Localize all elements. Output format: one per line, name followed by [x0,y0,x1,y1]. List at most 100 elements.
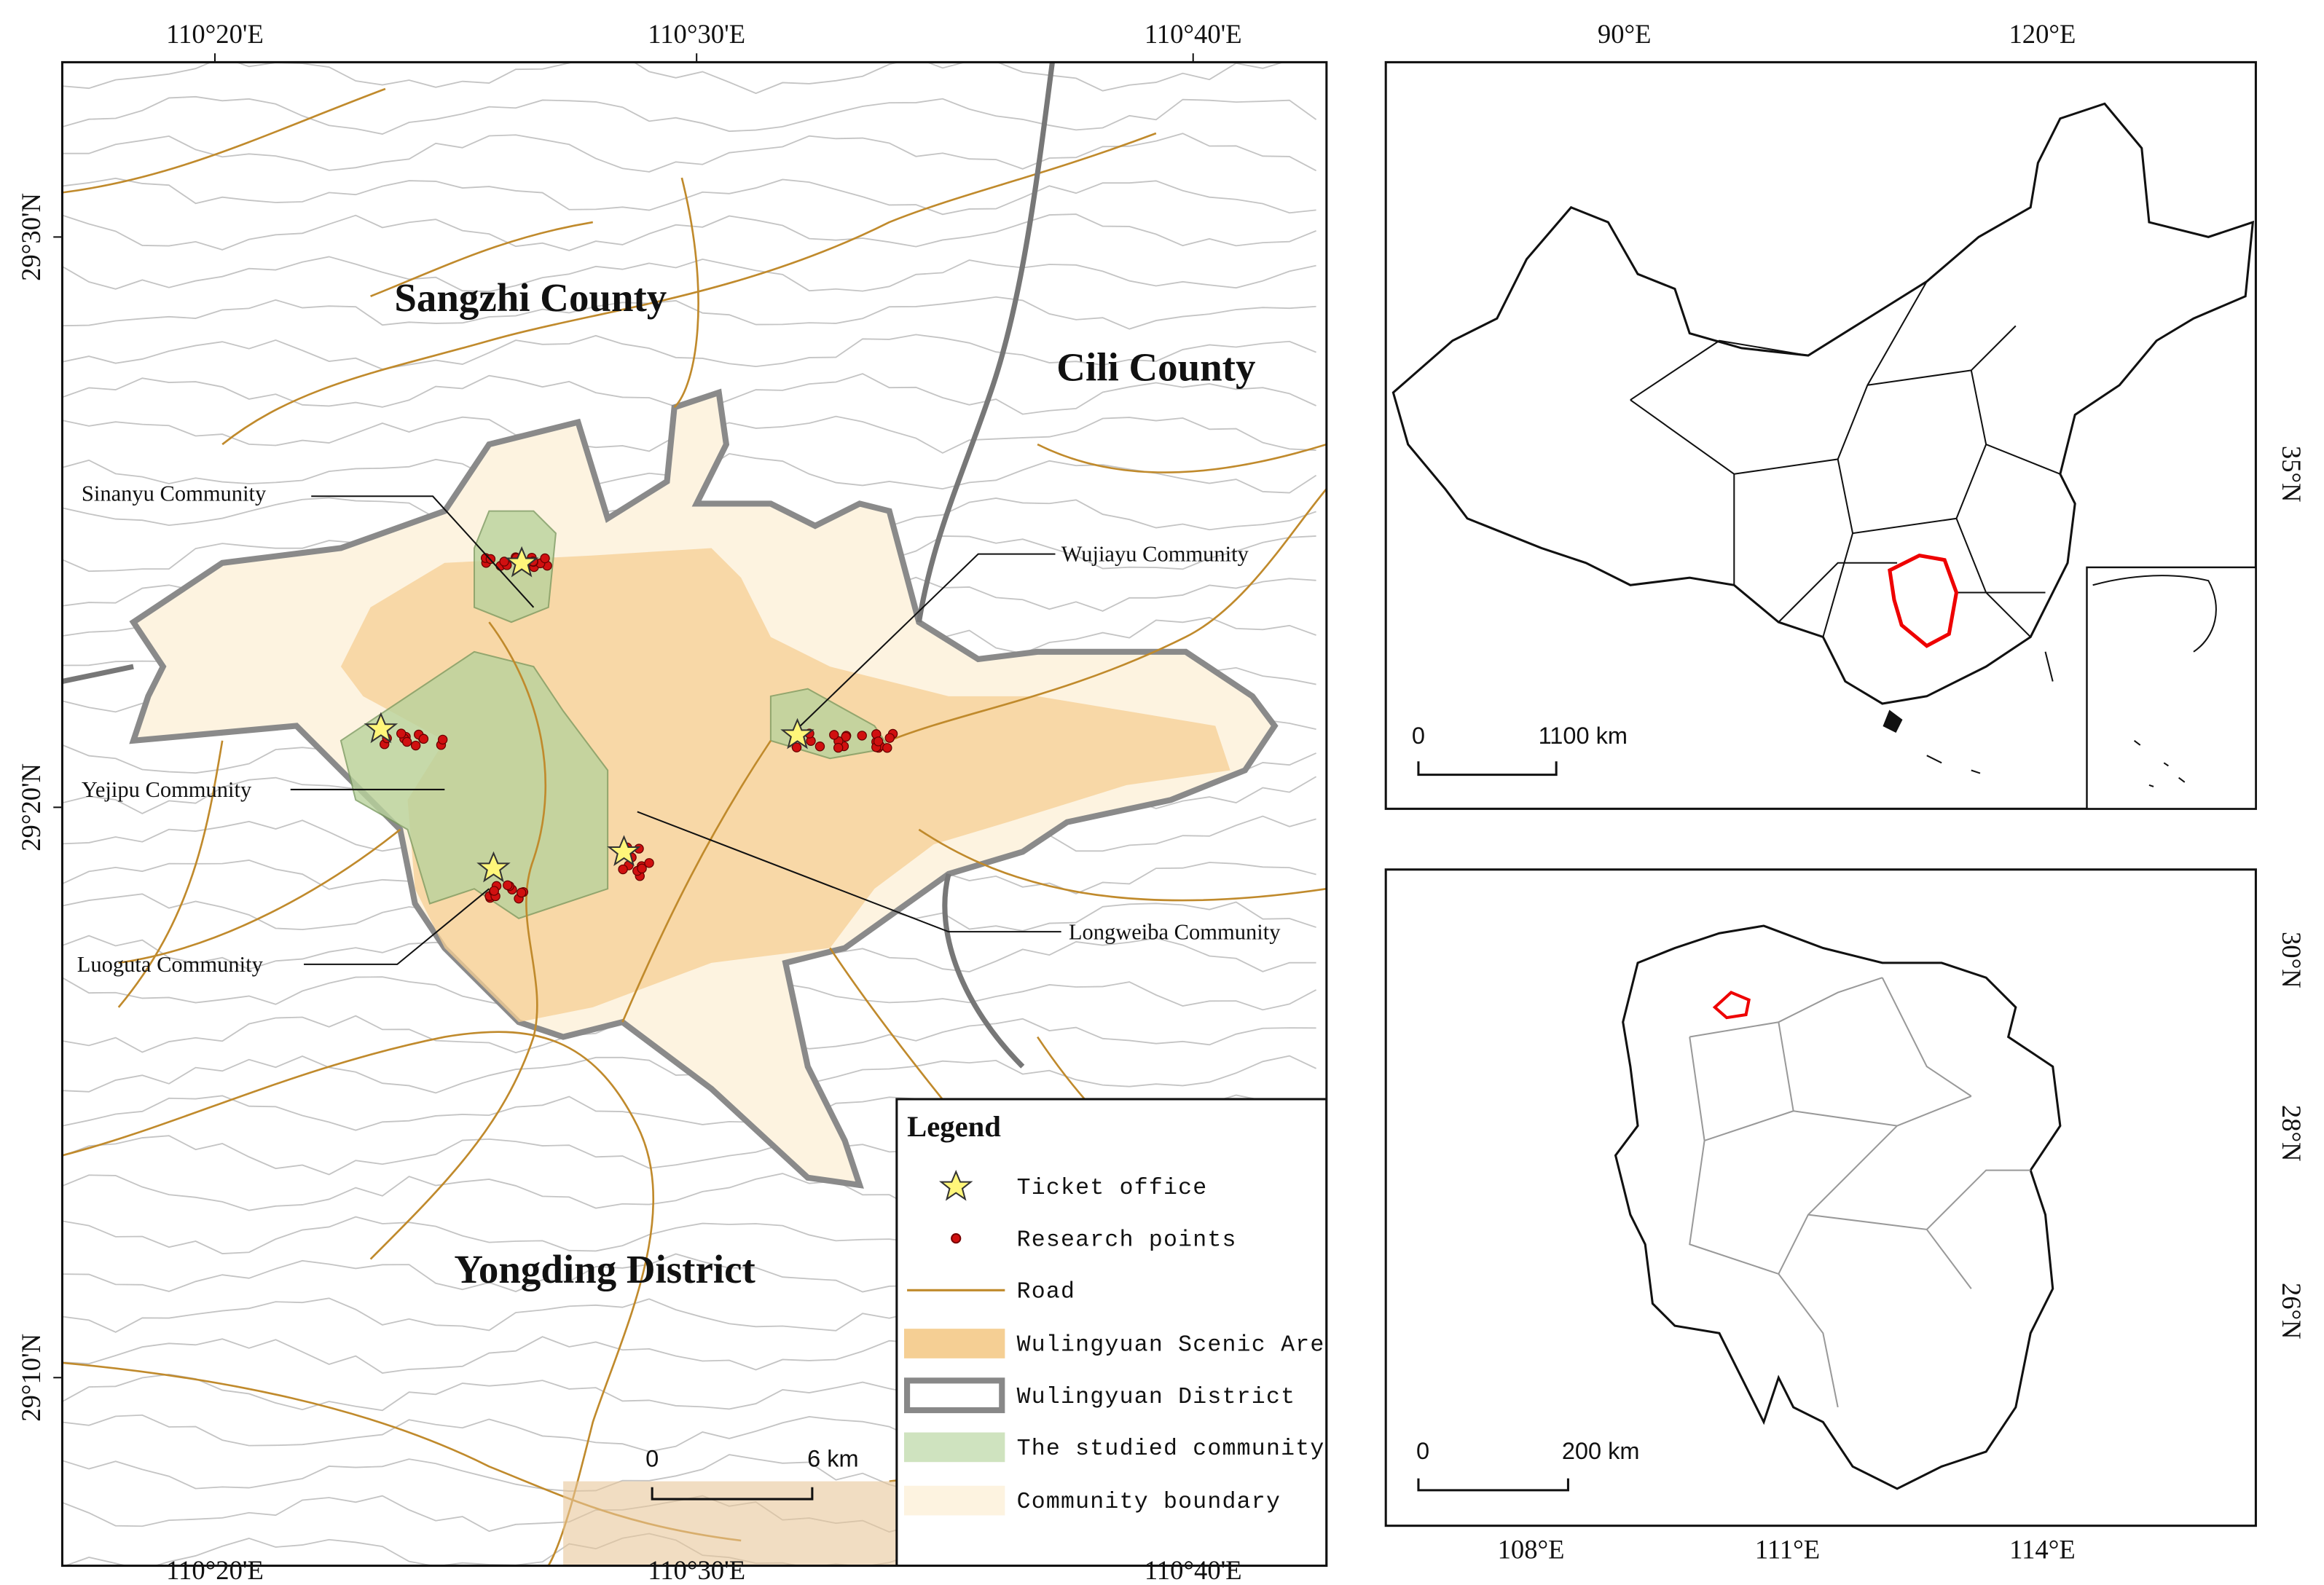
legend-label: Research points [1017,1227,1237,1253]
hunan-outline [1614,924,2062,1490]
legend-label: The studied community [1017,1436,1325,1462]
place-label: Cili County [1056,345,1255,390]
contour-line [62,177,1316,216]
study-area-highlight [1712,991,1751,1020]
research-point [410,740,421,751]
research-point [841,731,851,742]
leader-line [304,888,490,965]
urban-area [563,1481,919,1566]
legend-symbol [951,1233,962,1244]
research-point [873,736,884,747]
islands [1883,651,2054,774]
contour-line [62,95,1317,135]
research-point [857,731,867,741]
coordinate-label: 29°10'N [16,1334,46,1422]
contour-line [62,62,1286,95]
coordinate-label: 30°N [2277,932,2307,988]
legend-symbol [904,1485,1005,1516]
roads [62,87,1327,1566]
county-lines [1689,977,2031,1408]
community-label: Luoguta Community [77,952,264,977]
contour-line [62,133,1317,173]
scale-label: 0 [645,1445,659,1471]
research-point [829,730,839,740]
place-label: Sangzhi County [394,275,667,320]
china-map: 90°E 120°E 35°N 0 1100 km [1384,19,2307,810]
research-point [618,864,628,875]
graticule-ticks [53,53,1194,1379]
research-point [791,742,802,752]
research-points [380,552,898,904]
coordinate-label: 110°30'E [648,1555,745,1585]
hunan-map: 108°E 111°E 114°E 30°N 28°N 26°N 0 200 k… [1384,868,2307,1564]
coordinate-label: 120°E [2009,19,2076,49]
coordinate-label: 26°N [2277,1283,2307,1340]
leader-line [311,495,535,608]
coordinate-label: 110°30'E [648,19,745,49]
ridge-line [916,62,1055,1069]
road [62,488,1327,1542]
community-label: Sinanyu Community [82,481,267,506]
scale-label: 200 km [1562,1438,1640,1464]
coordinate-label: 111°E [1755,1534,1820,1564]
road [117,177,1327,1216]
coordinate-label: 114°E [2009,1534,2076,1564]
research-point [401,736,412,747]
province-lines [1630,280,2061,638]
coordinate-label: 110°20'E [166,19,264,49]
china-outline [1391,102,2255,705]
contour-line [62,296,1316,330]
research-point [517,887,527,898]
research-point [437,734,448,745]
town [563,1481,919,1566]
leader-lines [290,495,1061,965]
coordinate-label: 110°20'E [166,1555,264,1585]
contour-line [62,334,1316,370]
scale-label: 0 [1416,1438,1429,1464]
scale-label: 6 km [807,1445,859,1471]
main-map-body: Sangzhi County Cili County Yongding Dist… [62,62,1340,1566]
coordinate-label: 35°N [2277,446,2307,503]
research-point [540,553,550,564]
south-sea-coast [2092,575,2217,787]
research-point [637,863,647,874]
contour-line [62,256,1316,293]
research-point [644,858,654,868]
legend-label: Wulingyuan Scenic Area [1017,1333,1340,1358]
research-point [882,743,892,753]
research-point [499,556,509,567]
legend-symbol [904,1432,1005,1463]
main-map-frame [60,60,1328,1568]
community-label: Wujiayu Community [1061,542,1249,567]
scale-label: 0 [1412,723,1425,749]
coordinate-label: 90°E [1598,19,1652,49]
community-area [339,650,609,919]
contour-line [62,213,1316,251]
scale-bar [1417,1478,1569,1492]
south-sea-inset [2086,566,2257,810]
research-point [814,742,825,752]
scale-bar [651,1487,814,1501]
legend-label: Wulingyuan District [1017,1385,1296,1410]
legend: Legend Ticket office Research points Roa… [895,1098,1340,1566]
research-point [418,733,429,744]
coordinate-label: 29°20'N [16,763,46,852]
legend-label: Community boundary [1017,1490,1281,1515]
hunan-highlight [1888,553,1959,648]
scale-bar [1417,761,1558,776]
legend-title: Legend [907,1110,1001,1143]
coordinate-label: 29°30'N [16,193,46,281]
coordinate-label: 108°E [1498,1534,1565,1564]
leader-line [799,553,1056,727]
road [62,87,1157,1566]
coordinate-label: 110°40'E [1145,1555,1242,1585]
research-point [833,742,844,753]
scale-label: 1100 km [1539,723,1628,749]
leader-line [637,811,1061,933]
research-point [489,886,499,896]
community-label: Yejipu Community [82,777,252,802]
community-label: Longweiba Community [1069,919,1281,944]
legend-label: Road [1017,1279,1076,1305]
